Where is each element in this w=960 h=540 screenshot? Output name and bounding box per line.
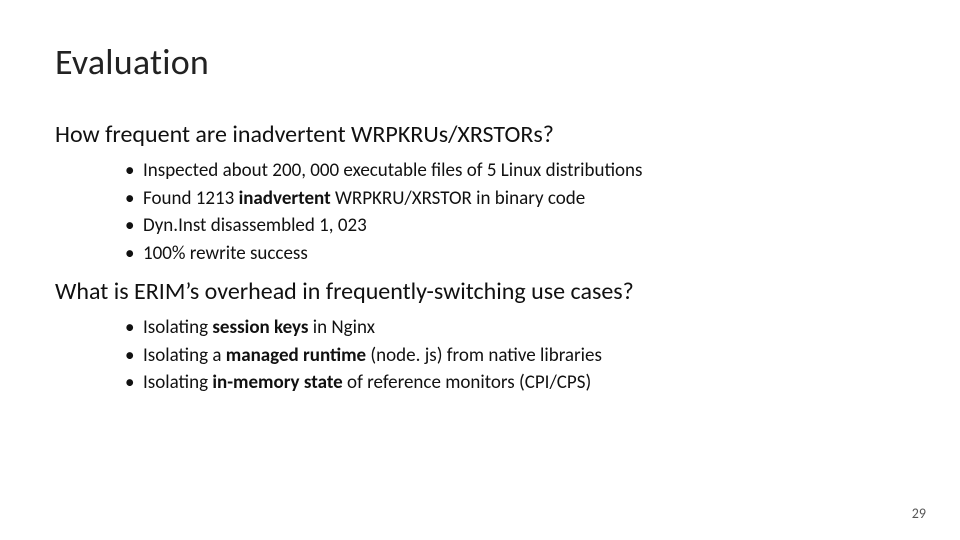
bullet-text: Dyn.Inst disassembled 1, 023	[143, 214, 367, 237]
section2-heading: What is ERIM’s overhead in frequently-sw…	[55, 277, 905, 306]
bullet-text: in Nginx	[313, 316, 375, 339]
bullet-text: Isolating	[143, 316, 212, 339]
bullet-text: Isolating	[143, 371, 212, 394]
bullet-item: 100% rewrite success	[125, 240, 905, 268]
bullet-text: Isolating a	[143, 344, 226, 367]
slide-title: Evaluation	[55, 40, 905, 84]
bullet-text: 100% rewrite success	[143, 242, 308, 265]
bullet-text: (node. js) from native libraries	[370, 344, 601, 367]
section1-bullets: Inspected about 200, 000 executable file…	[125, 157, 905, 267]
slide: Evaluation How frequent are inadvertent …	[0, 0, 960, 540]
bullet-text: inadvertent	[239, 187, 335, 210]
bullet-item: Isolating in-memory state of reference m…	[125, 369, 905, 397]
bullet-text: in-memory state	[212, 371, 347, 394]
bullet-text: session keys	[212, 316, 312, 339]
bullet-text: managed runtime	[226, 344, 371, 367]
bullet-text: WRPKRU/XRSTOR in binary code	[335, 187, 585, 210]
page-number: 29	[912, 505, 926, 522]
bullet-text: Found 1213	[143, 187, 239, 210]
bullet-text: Inspected about 200, 000 executable file…	[143, 159, 642, 182]
section2-bullets: Isolating session keys in NginxIsolating…	[125, 314, 905, 397]
bullet-text: of reference monitors (CPI/CPS)	[347, 371, 591, 394]
bullet-item: Isolating a managed runtime (node. js) f…	[125, 342, 905, 370]
bullet-item: Isolating session keys in Nginx	[125, 314, 905, 342]
bullet-item: Found 1213 inadvertent WRPKRU/XRSTOR in …	[125, 185, 905, 213]
section1-heading: How frequent are inadvertent WRPKRUs/XRS…	[55, 120, 905, 149]
bullet-item: Dyn.Inst disassembled 1, 023	[125, 212, 905, 240]
bullet-item: Inspected about 200, 000 executable file…	[125, 157, 905, 185]
